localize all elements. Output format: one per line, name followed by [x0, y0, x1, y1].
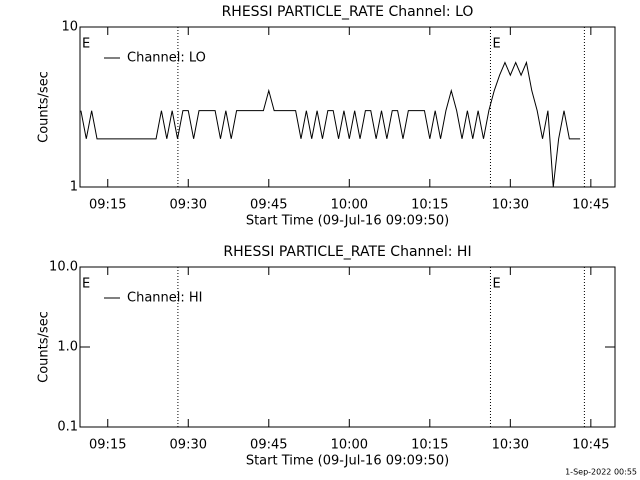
y-tick-label: 1.0	[57, 340, 78, 355]
annotation: E	[82, 277, 90, 292]
x-tick-label: 09:30	[170, 198, 207, 213]
footer: 1-Sep-2022 00:55	[565, 468, 637, 477]
x-tick-label: 10:15	[411, 198, 448, 213]
x-tick-label: 10:45	[572, 198, 609, 213]
chart-title: RHESSI PARTICLE_RATE Channel: LO	[222, 4, 474, 20]
legend-label: Channel: HI	[127, 291, 203, 306]
x-axis-label: Start Time (09-Jul-16 09:09:50)	[246, 454, 449, 469]
annotation: E	[492, 277, 500, 292]
annotation: E	[82, 37, 90, 52]
plot-frame	[79, 26, 616, 188]
series-line	[80, 60, 581, 188]
chart-title: RHESSI PARTICLE_RATE Channel: HI	[223, 244, 471, 260]
x-tick-label: 09:45	[250, 438, 287, 453]
y-tick-label: 1	[70, 180, 78, 195]
x-tick-label: 10:00	[331, 198, 368, 213]
x-tick-label: 10:15	[411, 438, 448, 453]
x-tick-label: 09:15	[89, 198, 126, 213]
y-tick-label: 0.1	[57, 420, 78, 435]
x-axis-label: Start Time (09-Jul-16 09:09:50)	[246, 214, 449, 229]
y-axis-label: Counts/sec	[37, 311, 52, 383]
x-tick-label: 09:15	[89, 438, 126, 453]
x-tick-label: 09:30	[170, 438, 207, 453]
x-tick-label: 10:30	[492, 438, 529, 453]
annotation: E	[492, 37, 500, 52]
y-tick-label: 10	[61, 20, 78, 35]
x-tick-label: 09:45	[250, 198, 287, 213]
y-axis-label: Counts/sec	[37, 71, 52, 143]
x-tick-label: 10:30	[492, 198, 529, 213]
x-tick-label: 10:00	[331, 438, 368, 453]
y-tick-label: 10.0	[49, 260, 78, 275]
plot-frame	[79, 266, 616, 428]
legend-label: Channel: LO	[127, 51, 206, 66]
x-tick-label: 10:45	[572, 438, 609, 453]
